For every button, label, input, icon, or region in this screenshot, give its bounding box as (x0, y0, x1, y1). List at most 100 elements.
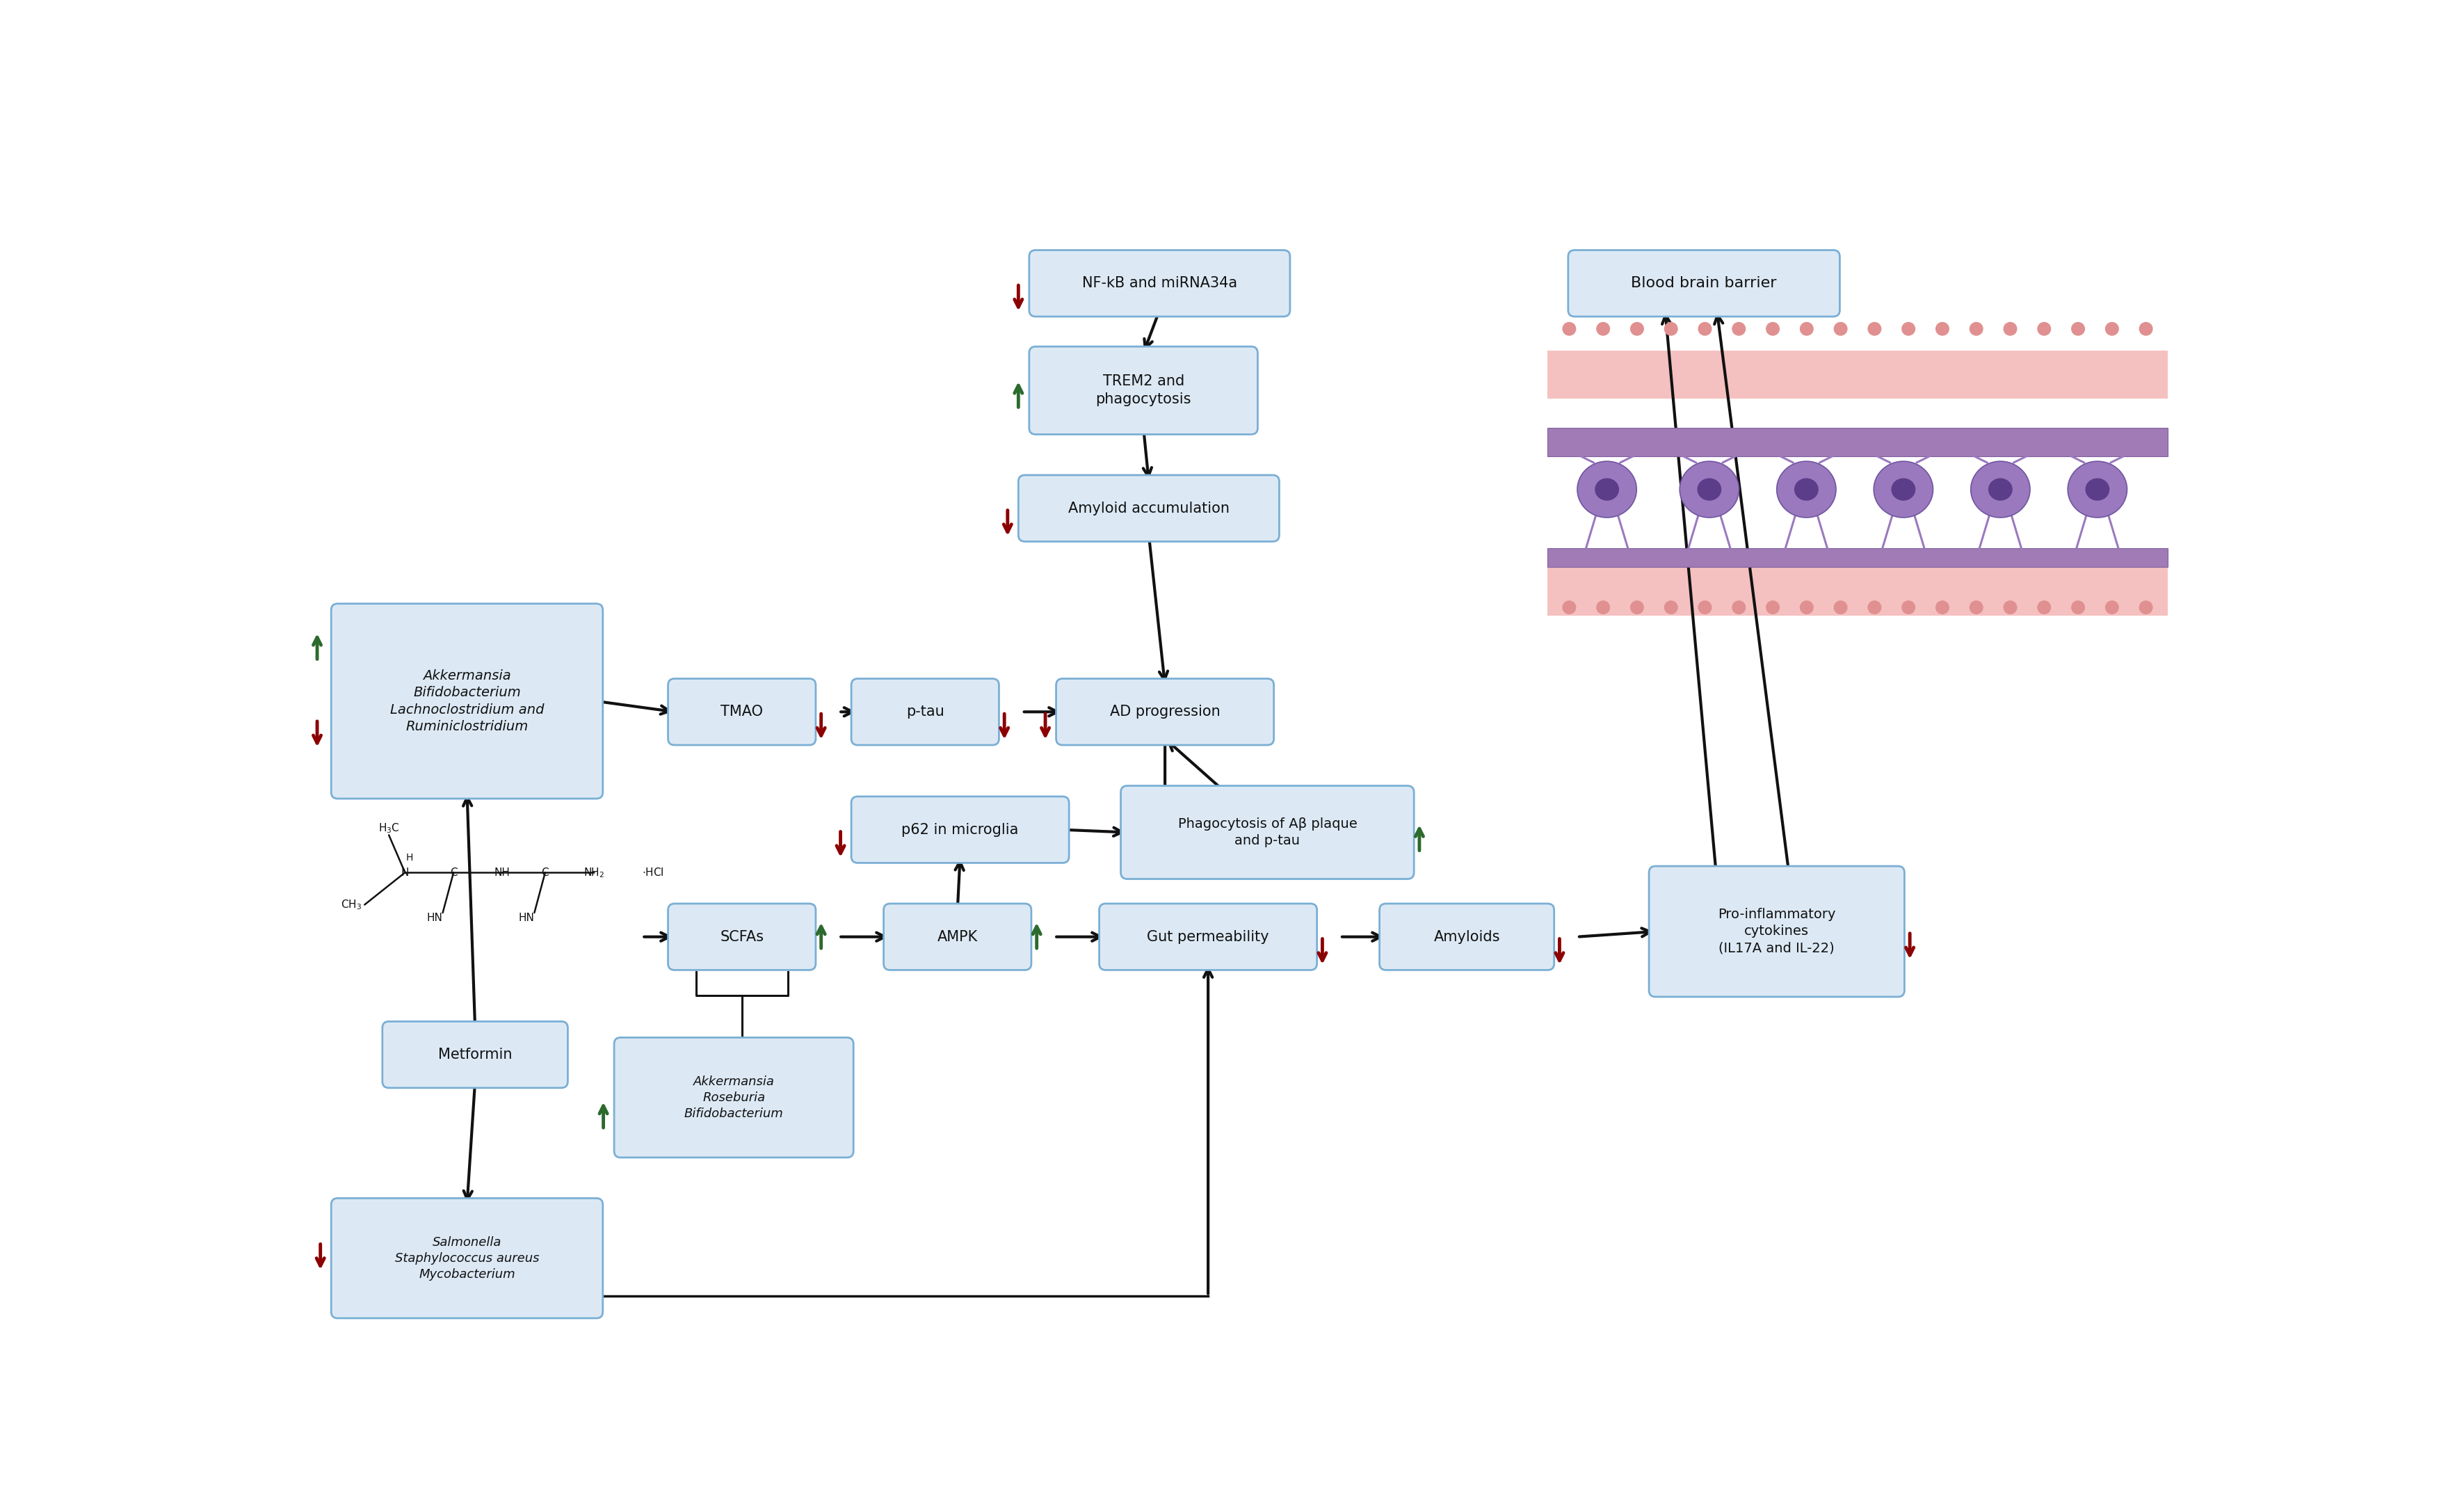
Circle shape (1969, 602, 1984, 614)
FancyBboxPatch shape (382, 1021, 567, 1087)
FancyBboxPatch shape (1030, 346, 1257, 435)
Circle shape (1597, 602, 1609, 614)
Circle shape (2038, 322, 2050, 335)
Circle shape (1902, 602, 1915, 614)
FancyBboxPatch shape (1380, 904, 1555, 970)
Circle shape (1732, 602, 1745, 614)
Circle shape (2107, 602, 2119, 614)
FancyBboxPatch shape (850, 797, 1069, 863)
Ellipse shape (1971, 462, 2030, 517)
FancyBboxPatch shape (1099, 904, 1316, 970)
Ellipse shape (2085, 478, 2109, 501)
Circle shape (1801, 322, 1814, 335)
Bar (1547, 429, 2168, 456)
Circle shape (1767, 322, 1779, 335)
Text: HN: HN (517, 913, 535, 923)
Circle shape (2107, 322, 2119, 335)
Ellipse shape (1892, 478, 1915, 501)
Ellipse shape (1594, 478, 1619, 501)
Bar (1547, 567, 2168, 615)
Text: Blood brain barrier: Blood brain barrier (1631, 277, 1777, 290)
Ellipse shape (1988, 478, 2013, 501)
Circle shape (2072, 602, 2085, 614)
FancyBboxPatch shape (1018, 475, 1279, 541)
Text: Amyloids: Amyloids (1434, 929, 1501, 945)
Circle shape (1562, 602, 1574, 614)
Circle shape (1833, 322, 1848, 335)
Circle shape (2003, 322, 2016, 335)
Text: AD progression: AD progression (1109, 705, 1220, 719)
Circle shape (1937, 602, 1949, 614)
Circle shape (1597, 322, 1609, 335)
Circle shape (1801, 602, 1814, 614)
Circle shape (1833, 602, 1848, 614)
Circle shape (1698, 322, 1712, 335)
Circle shape (2003, 602, 2016, 614)
Circle shape (1666, 602, 1678, 614)
Bar (1547, 417, 2168, 549)
Ellipse shape (1794, 478, 1818, 501)
Circle shape (1969, 322, 1984, 335)
Circle shape (1698, 602, 1712, 614)
FancyBboxPatch shape (668, 904, 816, 970)
Text: H: H (407, 853, 414, 862)
Circle shape (2038, 602, 2050, 614)
Circle shape (1868, 322, 1880, 335)
Text: Akkermansia
Bifidobacterium
Lachnoclostridium and
Ruminiclostridium: Akkermansia Bifidobacterium Lachnoclostr… (389, 669, 545, 732)
Circle shape (1666, 322, 1678, 335)
Ellipse shape (1577, 462, 1636, 517)
Ellipse shape (2067, 462, 2126, 517)
Text: TMAO: TMAO (719, 705, 764, 719)
Text: Salmonella
Staphylococcus aureus
Mycobacterium: Salmonella Staphylococcus aureus Mycobac… (394, 1236, 540, 1280)
Text: C: C (542, 868, 549, 878)
FancyBboxPatch shape (850, 678, 998, 744)
Ellipse shape (1698, 478, 1722, 501)
Circle shape (1868, 602, 1880, 614)
Text: p-tau: p-tau (907, 705, 944, 719)
Text: Gut permeability: Gut permeability (1148, 929, 1269, 945)
Text: Phagocytosis of Aβ plaque
and p-tau: Phagocytosis of Aβ plaque and p-tau (1178, 817, 1358, 847)
Text: Amyloid accumulation: Amyloid accumulation (1067, 501, 1230, 516)
Text: p62 in microglia: p62 in microglia (902, 823, 1018, 836)
Text: N: N (402, 868, 409, 878)
Text: Akkermansia
Roseburia
Bifidobacterium: Akkermansia Roseburia Bifidobacterium (685, 1075, 784, 1119)
FancyBboxPatch shape (614, 1038, 853, 1158)
FancyBboxPatch shape (1030, 250, 1291, 316)
Text: Metformin: Metformin (439, 1048, 513, 1062)
FancyBboxPatch shape (1648, 866, 1905, 997)
Circle shape (1631, 322, 1643, 335)
Text: H$_3$C: H$_3$C (377, 823, 399, 835)
Circle shape (1902, 322, 1915, 335)
Ellipse shape (1873, 462, 1934, 517)
Text: $\cdot$HCl: $\cdot$HCl (643, 866, 663, 878)
Circle shape (1631, 602, 1643, 614)
Bar (1547, 350, 2168, 399)
Text: HN: HN (426, 913, 444, 923)
Text: SCFAs: SCFAs (719, 929, 764, 945)
FancyBboxPatch shape (1057, 678, 1274, 744)
Text: Pro-inflammatory
cytokines
(IL17A and IL-22): Pro-inflammatory cytokines (IL17A and IL… (1717, 908, 1836, 955)
Circle shape (1937, 322, 1949, 335)
Text: AMPK: AMPK (936, 929, 978, 945)
Circle shape (2139, 322, 2154, 335)
FancyBboxPatch shape (330, 1199, 604, 1318)
Ellipse shape (1680, 462, 1740, 517)
Text: NH$_2$: NH$_2$ (584, 866, 604, 878)
Circle shape (2072, 322, 2085, 335)
Text: NH: NH (495, 868, 510, 878)
FancyBboxPatch shape (885, 904, 1032, 970)
Text: C: C (451, 868, 458, 878)
FancyBboxPatch shape (330, 603, 604, 799)
Ellipse shape (1777, 462, 1836, 517)
Text: CH$_3$: CH$_3$ (340, 898, 362, 911)
Text: NF-kB and miRNA34a: NF-kB and miRNA34a (1082, 277, 1237, 290)
Circle shape (1562, 322, 1574, 335)
Circle shape (1732, 322, 1745, 335)
Bar (1547, 549, 2168, 567)
Text: TREM2 and
phagocytosis: TREM2 and phagocytosis (1096, 374, 1190, 406)
FancyBboxPatch shape (1121, 785, 1414, 878)
FancyBboxPatch shape (668, 678, 816, 744)
Circle shape (1767, 602, 1779, 614)
Circle shape (2139, 602, 2154, 614)
FancyBboxPatch shape (1567, 250, 1841, 316)
